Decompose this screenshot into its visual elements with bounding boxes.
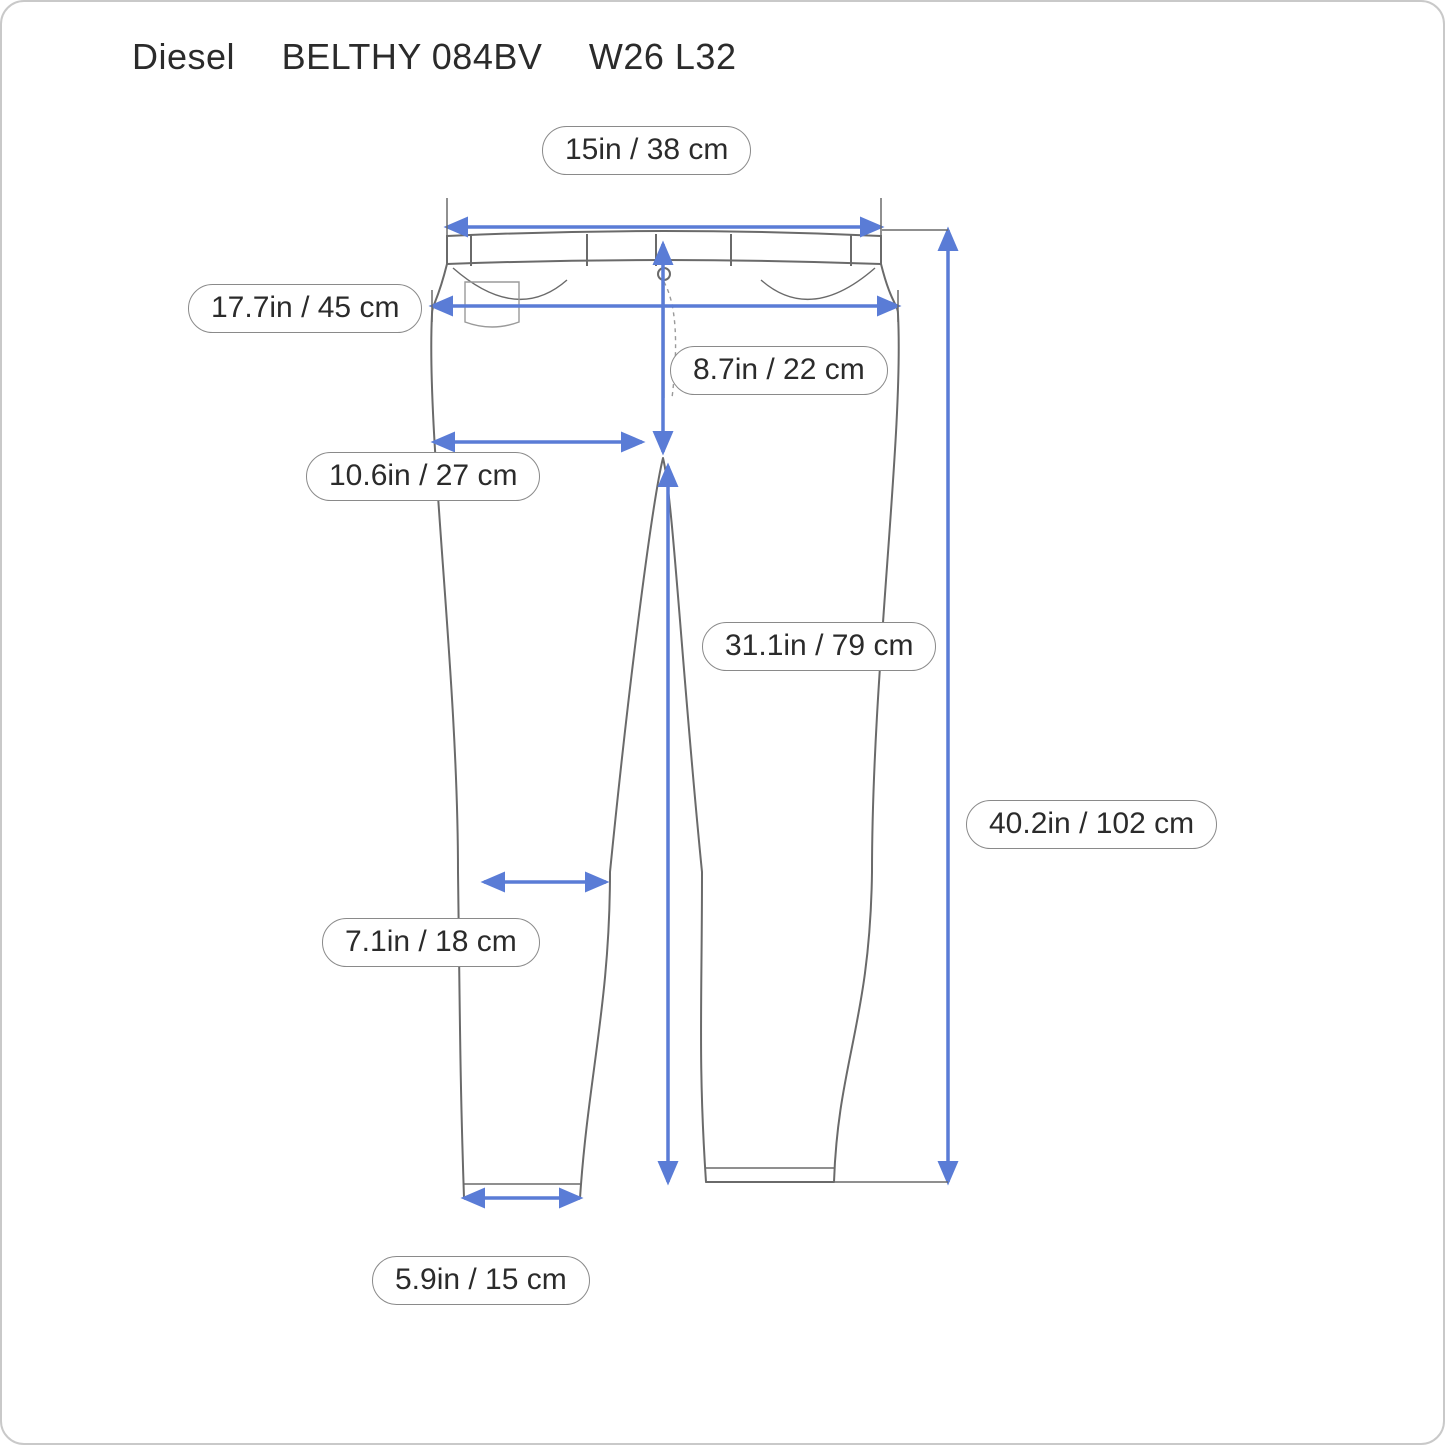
measure-waist: 15in / 38 cm [542, 126, 751, 175]
diagram-canvas [2, 2, 1445, 1447]
diagram-frame: Diesel BELTHY 084BV W26 L32 15in / 38 cm… [0, 0, 1445, 1445]
measure-inseam: 31.1in / 79 cm [702, 622, 936, 671]
measure-knee: 7.1in / 18 cm [322, 918, 540, 967]
measure-outseam: 40.2in / 102 cm [966, 800, 1217, 849]
measure-hem: 5.9in / 15 cm [372, 1256, 590, 1305]
measure-rise: 8.7in / 22 cm [670, 346, 888, 395]
measure-hip: 17.7in / 45 cm [188, 284, 422, 333]
measure-thigh: 10.6in / 27 cm [306, 452, 540, 501]
